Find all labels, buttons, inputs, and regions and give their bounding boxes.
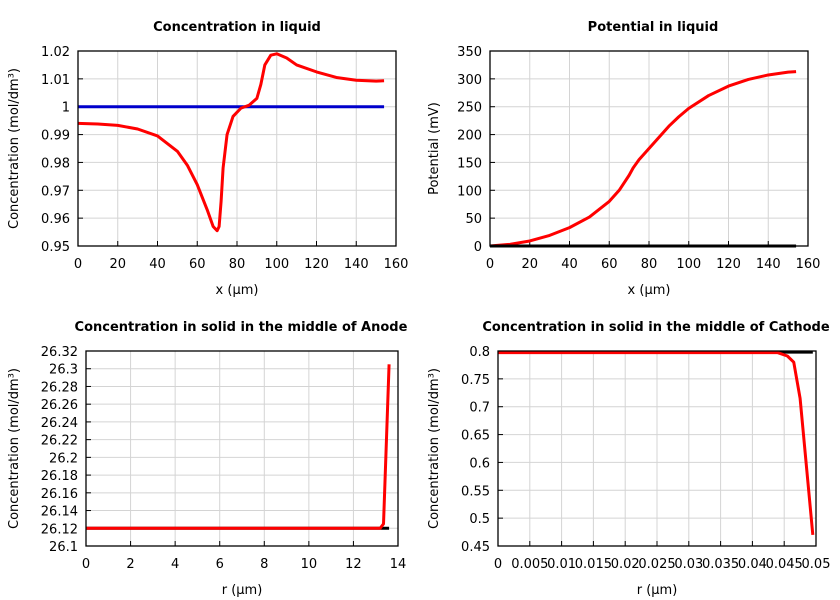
y-tick-label: 0.55	[461, 484, 490, 499]
x-tick-label: 120	[716, 257, 741, 272]
y-tick-label: 0.6	[469, 456, 490, 471]
x-tick-label: 20	[109, 257, 126, 272]
chart-title: Concentration in solid in the middle of …	[482, 320, 830, 335]
y-tick-label: 150	[457, 156, 482, 171]
series-line-1	[489, 70, 797, 248]
x-axis-label: r (µm)	[222, 583, 263, 598]
y-tick-label: 26.16	[41, 487, 78, 502]
series-line-2	[86, 364, 391, 530]
y-tick-label: 26.3	[49, 363, 78, 378]
x-tick-label: 2	[126, 557, 134, 572]
y-tick-label: 0.99	[41, 129, 70, 144]
y-tick-label: 0.98	[41, 156, 70, 171]
x-tick-label: 20	[521, 257, 538, 272]
plot-frame	[497, 350, 817, 547]
series-line-2	[77, 52, 385, 233]
x-tick-label: 0.05	[802, 557, 831, 572]
x-tick-label: 100	[264, 257, 289, 272]
x-tick-label: 10	[301, 557, 318, 572]
subplot-2: Potential in liquid 0 20 40 60 80 100 120 140 160…	[427, 20, 820, 298]
subplot-4: Concentration in solid in the middle of …	[427, 320, 830, 598]
x-axis-label: x (µm)	[628, 283, 671, 298]
y-tick-label: 0.97	[41, 184, 70, 199]
x-tick-label: 140	[344, 257, 369, 272]
x-tick-label: 0	[74, 257, 82, 272]
x-tick-label: 0.025	[638, 557, 675, 572]
x-tick-label: 14	[390, 557, 407, 572]
y-tick-label: 26.24	[41, 416, 78, 431]
chart-title: Concentration in liquid	[153, 20, 321, 35]
x-axis-label: x (µm)	[216, 283, 259, 298]
plot-frame	[85, 350, 399, 547]
y-tick-label: 1	[62, 101, 70, 116]
x-tick-label: 60	[601, 257, 618, 272]
x-tick-label: 80	[229, 257, 246, 272]
x-tick-label: 0	[82, 557, 90, 572]
y-tick-label: 200	[457, 129, 482, 144]
x-tick-label: 0.03	[674, 557, 703, 572]
y-tick-label: 26.28	[41, 380, 78, 395]
y-tick-label: 26.1	[49, 540, 78, 555]
x-tick-label: 4	[171, 557, 179, 572]
subplot-3: Concentration in solid in the middle of …	[7, 320, 408, 598]
y-tick-label: 0.75	[461, 373, 490, 388]
x-axis-label: r (µm)	[637, 583, 678, 598]
x-tick-label: 0.015	[575, 557, 612, 572]
y-axis-label: Concentration (mol/dm³)	[427, 368, 442, 529]
y-tick-label: 1.01	[41, 73, 70, 88]
y-tick-label: 26.18	[41, 469, 78, 484]
x-tick-label: 0	[494, 557, 502, 572]
y-tick-label: 26.14	[41, 505, 78, 520]
y-tick-label: 26.26	[41, 398, 78, 413]
y-tick-label: 0.95	[41, 240, 70, 255]
plot-frame	[77, 50, 397, 247]
series-line-2	[498, 351, 815, 535]
x-tick-label: 8	[260, 557, 268, 572]
x-tick-label: 0.045	[766, 557, 803, 572]
y-tick-label: 0.65	[461, 429, 490, 444]
y-tick-label: 0.45	[461, 540, 490, 555]
x-tick-label: 0.04	[738, 557, 767, 572]
y-tick-label: 0.5	[469, 512, 490, 527]
y-tick-label: 0.7	[469, 401, 490, 416]
x-tick-label: 0.035	[702, 557, 739, 572]
y-tick-label: 250	[457, 101, 482, 116]
y-tick-label: 26.22	[41, 434, 78, 449]
y-tick-label: 0	[474, 240, 482, 255]
x-tick-label: 140	[756, 257, 781, 272]
y-tick-label: 26.12	[41, 522, 78, 537]
y-axis-label: Concentration (mol/dm³)	[7, 368, 22, 529]
x-tick-label: 160	[384, 257, 409, 272]
x-tick-label: 0	[486, 257, 494, 272]
y-tick-label: 26.32	[41, 345, 78, 360]
x-tick-label: 0.01	[547, 557, 576, 572]
x-tick-label: 80	[641, 257, 658, 272]
y-tick-label: 26.2	[49, 451, 78, 466]
y-axis-label: Concentration (mol/dm³)	[7, 68, 22, 229]
x-tick-label: 40	[149, 257, 166, 272]
y-tick-label: 0.8	[469, 345, 490, 360]
x-tick-label: 0.02	[611, 557, 640, 572]
y-tick-label: 100	[457, 184, 482, 199]
x-tick-label: 60	[189, 257, 206, 272]
y-tick-label: 350	[457, 45, 482, 60]
y-tick-label: 50	[465, 212, 482, 227]
x-tick-label: 40	[561, 257, 578, 272]
y-tick-label: 300	[457, 73, 482, 88]
chart-title: Concentration in solid in the middle of …	[75, 320, 408, 335]
y-tick-label: 0.96	[41, 212, 70, 227]
x-tick-label: 100	[676, 257, 701, 272]
x-tick-label: 12	[345, 557, 362, 572]
y-tick-label: 1.02	[41, 45, 70, 60]
subplot-1: Concentration in liquid 0 20 40 60 80 100 120 14…	[7, 20, 408, 298]
x-tick-label: 0.005	[511, 557, 548, 572]
x-tick-label: 120	[304, 257, 329, 272]
chart-title: Potential in liquid	[588, 20, 719, 35]
y-axis-label: Potential (mV)	[427, 102, 442, 195]
x-tick-label: 6	[216, 557, 224, 572]
plot-frame	[489, 50, 809, 247]
x-tick-label: 160	[796, 257, 821, 272]
